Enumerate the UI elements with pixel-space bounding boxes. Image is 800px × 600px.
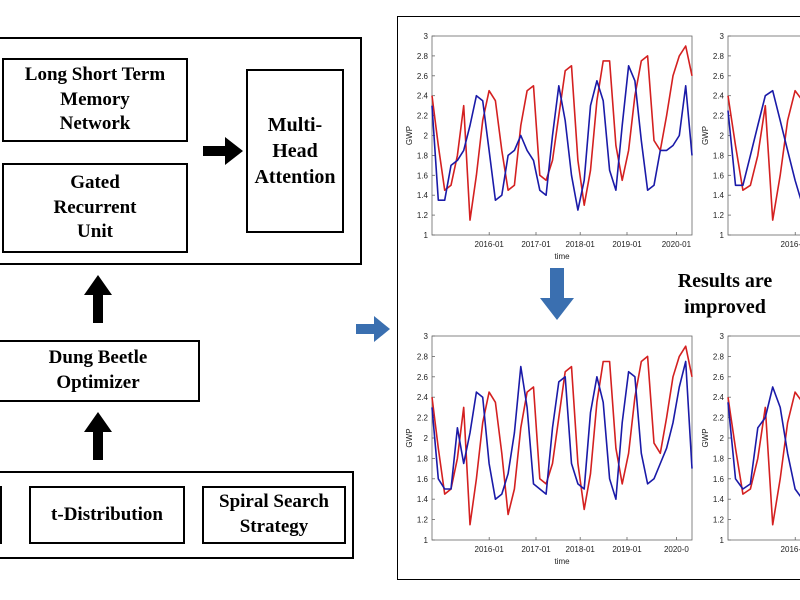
x-axis-label: time [554, 252, 570, 261]
x-tick-label: 2016-01 [781, 545, 800, 554]
y-tick-label: 2 [720, 132, 725, 141]
y-tick-label: 3 [720, 332, 725, 341]
results-improved-text: Results are improved [677, 270, 773, 318]
arrow-down-blue-icon [540, 268, 574, 320]
y-tick-label: 2.2 [713, 112, 725, 121]
y-tick-label: 1 [424, 231, 429, 240]
blue-series-line [727, 89, 800, 200]
chart-bottom-left: 1 1.2 1.4 1.6 1.8 2 2.2 2.4 2.6 2.8 3 2016-01 2017-0… [405, 332, 693, 566]
y-tick-label: 2.8 [713, 52, 725, 61]
t-distribution-label: t-Distribution [51, 503, 163, 525]
x-tick-label: 2016-01 [475, 545, 505, 554]
x-axis-label: time [554, 557, 570, 566]
y-tick-label: 1.2 [417, 211, 429, 220]
y-tick-label: 1.8 [713, 454, 725, 463]
dbo-label: Dung Beetle Optimizer [48, 347, 148, 393]
y-tick-label: 1.4 [417, 191, 429, 200]
mha-label: Multi- Head Attention [254, 114, 336, 188]
y-tick-label: 1.6 [713, 475, 725, 484]
y-tick-label: 2.2 [713, 414, 725, 423]
lstm-box: Long Short Term Memory Network [2, 58, 188, 142]
y-tick-label: 2 [424, 132, 429, 141]
y-tick-label: 2.6 [417, 373, 429, 382]
chart-top-left: 1 1.2 1.4 1.6 1.8 2 2.2 2.4 2.6 2.8 3 2016-01 2017-0… [405, 32, 693, 261]
x-tick-label: 2017-01 [521, 545, 551, 554]
gru-box: Gated Recurrent Unit [2, 163, 188, 253]
y-axis-label: GWP [405, 428, 414, 447]
y-tick-label: 2.4 [417, 393, 429, 402]
t-distribution-box: t-Distribution [29, 486, 185, 544]
y-tick-label: 3 [720, 32, 725, 41]
y-tick-label: 1.4 [713, 495, 725, 504]
red-series-line [727, 89, 800, 221]
y-tick-label: 2.6 [417, 72, 429, 81]
y-tick-label: 1.6 [417, 171, 429, 180]
x-tick-label: 2016-01 [781, 240, 800, 249]
y-tick-label: 2 [424, 434, 429, 443]
dung-beetle-optimizer-box: Dung Beetle Optimizer [0, 340, 200, 402]
y-tick-label: 1.2 [713, 516, 725, 525]
lstm-label: Long Short Term Memory Network [24, 63, 166, 135]
y-tick-label: 2.8 [417, 352, 429, 361]
x-tick-label: 2020-0 [664, 545, 689, 554]
y-tick-label: 1.2 [713, 211, 725, 220]
blue-series-line [727, 386, 800, 498]
plot-frame [727, 335, 800, 541]
y-axis-label: GWP [701, 428, 710, 447]
y-tick-label: 2 [720, 434, 725, 443]
arrow-up-black-icon [84, 275, 112, 323]
plot-frame [727, 35, 800, 236]
y-tick-label: 1 [720, 231, 725, 240]
arrow-right-black-icon [203, 137, 243, 165]
y-tick-label: 2.4 [713, 393, 725, 402]
y-tick-label: 2.6 [713, 72, 725, 81]
red-series-line [431, 345, 693, 526]
x-tick-label: 2020-01 [662, 240, 692, 249]
y-tick-label: 2.8 [713, 352, 725, 361]
x-tick-label: 2019-01 [612, 240, 642, 249]
y-tick-label: 2.2 [417, 112, 429, 121]
y-tick-label: 2.4 [417, 92, 429, 101]
multi-head-attention-box: Multi- Head Attention [246, 69, 344, 233]
y-tick-label: 2.4 [713, 92, 725, 101]
x-tick-label: 2017-01 [521, 240, 551, 249]
y-tick-label: 1.4 [713, 191, 725, 200]
spiral-search-label: Spiral Search Strategy [219, 491, 329, 537]
y-tick-label: 1 [720, 536, 725, 545]
y-tick-label: 1.4 [417, 495, 429, 504]
y-tick-label: 1 [424, 536, 429, 545]
y-tick-label: 1.6 [713, 171, 725, 180]
y-axis-label: GWP [405, 126, 414, 145]
x-tick-label: 2018-01 [566, 240, 596, 249]
blue-series-line [431, 360, 693, 500]
x-tick-label: 2019-01 [612, 545, 642, 554]
y-tick-label: 2.6 [713, 373, 725, 382]
y-axis-label: GWP [701, 126, 710, 145]
x-tick-label: 2018-01 [566, 545, 596, 554]
y-tick-label: 1.6 [417, 475, 429, 484]
chart-bottom-right: 1 1.2 1.4 1.6 1.8 2 2.2 2.4 2.6 2.8 3 2016-01 GWP [701, 332, 800, 554]
partial-strategy-box [0, 486, 2, 544]
y-tick-label: 1.8 [713, 151, 725, 160]
y-tick-label: 1.8 [417, 454, 429, 463]
y-tick-label: 1.2 [417, 516, 429, 525]
spiral-search-box: Spiral Search Strategy [202, 486, 346, 544]
x-tick-label: 2016-01 [475, 240, 505, 249]
y-tick-label: 2.8 [417, 52, 429, 61]
y-tick-label: 1.8 [417, 151, 429, 160]
y-tick-label: 3 [424, 32, 429, 41]
y-tick-label: 2.2 [417, 414, 429, 423]
arrow-right-blue-icon [356, 316, 390, 342]
gru-label: Gated Recurrent Unit [53, 171, 137, 243]
y-tick-label: 3 [424, 332, 429, 341]
chart-top-right: 1 1.2 1.4 1.6 1.8 2 2.2 2.4 2.6 2.8 3 2016-01 GWP [701, 32, 800, 249]
arrow-up-black-icon [84, 412, 112, 460]
red-series-line [431, 45, 693, 221]
blue-series-line [431, 64, 693, 211]
